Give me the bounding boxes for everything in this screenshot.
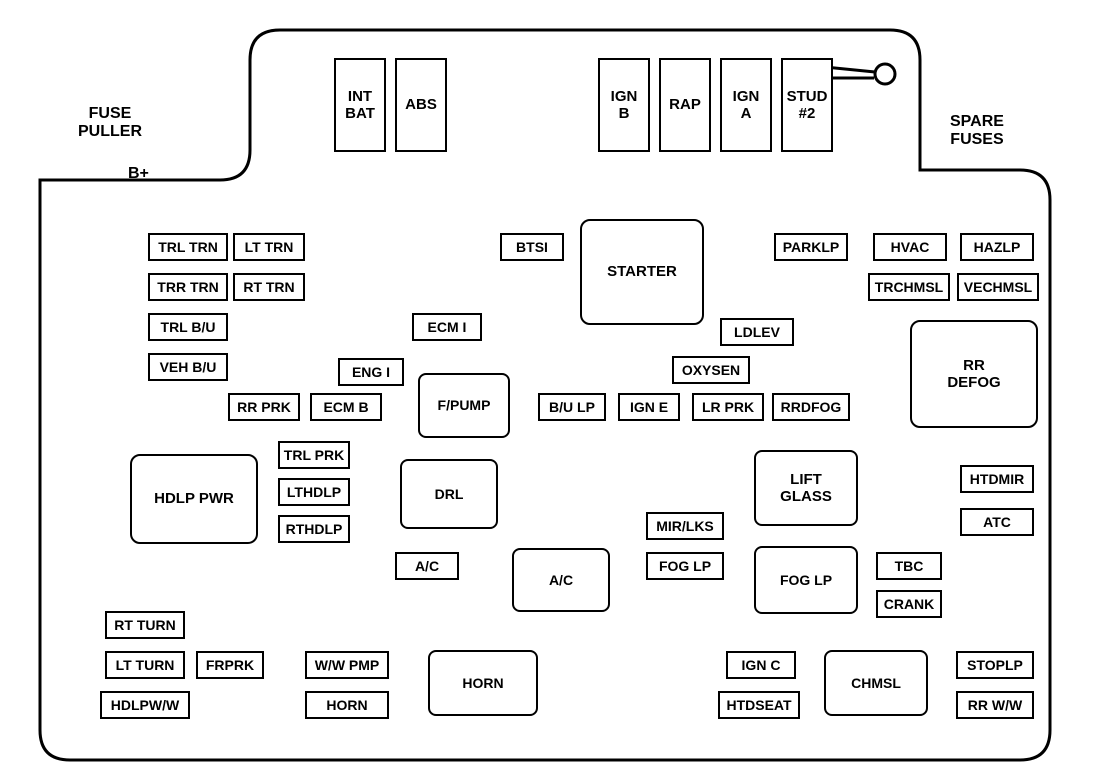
fuse-horn-small: HORN <box>305 691 389 719</box>
relay-horn: HORN <box>428 650 538 716</box>
fuse-ww-pmp: W/W PMP <box>305 651 389 679</box>
relay-ac: A/C <box>512 548 610 612</box>
fuse-parklp: PARKLP <box>774 233 848 261</box>
fuse-lt-trn: LT TRN <box>233 233 305 261</box>
relay-rr-defog: RR DEFOG <box>910 320 1038 428</box>
fuse-htdmir: HTDMIR <box>960 465 1034 493</box>
fuse-ign-c: IGN C <box>726 651 796 679</box>
fuse-ign-e: IGN E <box>618 393 680 421</box>
fuse-ecm-i: ECM I <box>412 313 482 341</box>
fuse-trl-bu: TRL B/U <box>148 313 228 341</box>
fuse-oxysen: OXYSEN <box>672 356 750 384</box>
fuse-hazlp: HAZLP <box>960 233 1034 261</box>
fuse-htdseat: HTDSEAT <box>718 691 800 719</box>
fuse-lthdlp: LTHDLP <box>278 478 350 506</box>
fuse-bu-lp: B/U LP <box>538 393 606 421</box>
fuse-ecm-b: ECM B <box>310 393 382 421</box>
fuse-hvac: HVAC <box>873 233 947 261</box>
fuse-box-diagram: FUSE PULLER B+ SPARE FUSES INT BAT ABS I… <box>0 0 1093 781</box>
fuse-rr-prk: RR PRK <box>228 393 300 421</box>
fuse-rr-ww: RR W/W <box>956 691 1034 719</box>
relay-fpump: F/PUMP <box>418 373 510 438</box>
fuse-eng-i: ENG I <box>338 358 404 386</box>
fuse-lr-prk: LR PRK <box>692 393 764 421</box>
fuse-stud-2: STUD #2 <box>781 58 833 152</box>
fuse-trr-trn: TRR TRN <box>148 273 228 301</box>
relay-starter: STARTER <box>580 219 704 325</box>
label-b-plus: B+ <box>128 165 149 183</box>
fuse-stoplp: STOPLP <box>956 651 1034 679</box>
relay-fog-lp: FOG LP <box>754 546 858 614</box>
fuse-abs: ABS <box>395 58 447 152</box>
fuse-crank: CRANK <box>876 590 942 618</box>
fuse-vechmsl: VECHMSL <box>957 273 1039 301</box>
fuse-lt-turn: LT TURN <box>105 651 185 679</box>
fuse-rrdfog: RRDFOG <box>772 393 850 421</box>
fuse-rap: RAP <box>659 58 711 152</box>
fuse-trchmsl: TRCHMSL <box>868 273 950 301</box>
fuse-int-bat: INT BAT <box>334 58 386 152</box>
fuse-rthdlp: RTHDLP <box>278 515 350 543</box>
fuse-ign-a: IGN A <box>720 58 772 152</box>
label-spare-fuses: SPARE FUSES <box>950 113 1004 150</box>
fuse-atc: ATC <box>960 508 1034 536</box>
fuse-rt-trn: RT TRN <box>233 273 305 301</box>
fuse-fog-lp-small: FOG LP <box>646 552 724 580</box>
fuse-hdlpww: HDLPW/W <box>100 691 190 719</box>
relay-lift-glass: LIFT GLASS <box>754 450 858 526</box>
fuse-veh-bu: VEH B/U <box>148 353 228 381</box>
fuse-tbc: TBC <box>876 552 942 580</box>
relay-chmsl: CHMSL <box>824 650 928 716</box>
fuse-rt-turn: RT TURN <box>105 611 185 639</box>
fuse-frprk: FRPRK <box>196 651 264 679</box>
fuse-trl-prk: TRL PRK <box>278 441 350 469</box>
fuse-trl-trn: TRL TRN <box>148 233 228 261</box>
fuse-btsi: BTSI <box>500 233 564 261</box>
fuse-ldlev: LDLEV <box>720 318 794 346</box>
fuse-ign-b: IGN B <box>598 58 650 152</box>
fuse-ac-small: A/C <box>395 552 459 580</box>
relay-drl: DRL <box>400 459 498 529</box>
fuse-mir-lks: MIR/LKS <box>646 512 724 540</box>
relay-hdlp-pwr: HDLP PWR <box>130 454 258 544</box>
label-fuse-puller: FUSE PULLER <box>78 105 142 142</box>
